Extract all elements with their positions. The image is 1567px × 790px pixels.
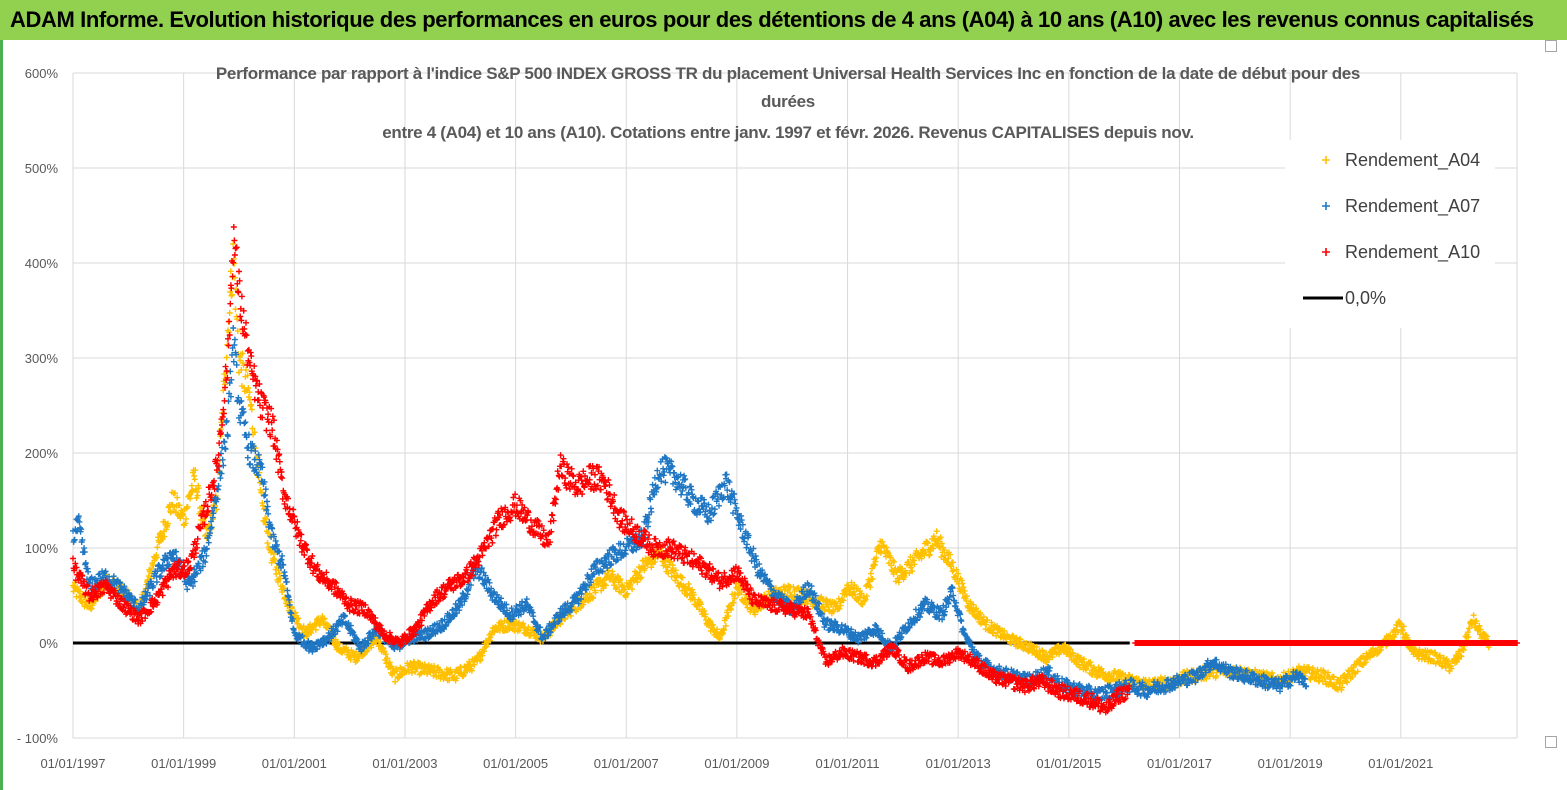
- zero-marker-points: [1132, 640, 1520, 646]
- y-tick-label: 100%: [25, 541, 59, 556]
- x-tick-label: 01/01/2021: [1368, 756, 1433, 771]
- x-tick-label: 01/01/2005: [483, 756, 548, 771]
- chart-title-line-3: entre 4 (A04) et 10 ans (A10). Cotations…: [382, 123, 1194, 142]
- legend-label: Rendement_A10: [1345, 242, 1480, 263]
- x-tick-label: 01/01/2003: [372, 756, 437, 771]
- chart-title-line-1: Performance par rapport à l'indice S&P 5…: [215, 64, 1361, 83]
- legend-swatch: [1322, 248, 1330, 256]
- y-tick-label: 300%: [25, 351, 59, 366]
- legend-swatch: [1322, 156, 1330, 164]
- series-rendement-a10-points: [70, 224, 1133, 716]
- y-tick-label: 600%: [25, 66, 59, 81]
- y-tick-label: 500%: [25, 161, 59, 176]
- x-tick-label: 01/01/2009: [704, 756, 769, 771]
- y-tick-label: 0%: [39, 636, 58, 651]
- chart-corner-handle: [1545, 736, 1557, 748]
- x-tick-label: 01/01/2007: [594, 756, 659, 771]
- x-tick-label: 01/01/2017: [1147, 756, 1212, 771]
- y-tick-label: 200%: [25, 446, 59, 461]
- y-tick-label: 400%: [25, 256, 59, 271]
- series-rendement-a04-points: [70, 241, 1492, 695]
- x-tick-label: 01/01/2011: [816, 756, 880, 771]
- legend-label: Rendement_A07: [1345, 196, 1480, 217]
- x-tick-label: 01/01/1997: [40, 756, 105, 771]
- x-tick-label: 01/01/2013: [926, 756, 991, 771]
- chart-title-line-2: durées: [761, 92, 815, 111]
- x-tick-label: 01/01/2015: [1036, 756, 1101, 771]
- legend-label: 0,0%: [1345, 288, 1386, 308]
- x-tick-label: 01/01/2019: [1258, 756, 1323, 771]
- y-tick-label: - 100%: [17, 731, 59, 746]
- legend-label: Rendement_A04: [1345, 150, 1480, 171]
- legend-swatch: [1322, 202, 1330, 210]
- chart-plot: - 100% 0% 100% 200% 300% 400% 500% 600% 01/01/19…: [17, 66, 1520, 771]
- report-banner: ADAM Informe. Evolution historique des p…: [0, 0, 1567, 40]
- x-tick-label: 01/01/1999: [151, 756, 216, 771]
- chart-frame: - 100% 0% 100% 200% 300% 400% 500% 600% 01/01/19…: [0, 40, 1567, 790]
- chart-corner-handle: [1545, 40, 1557, 52]
- x-tick-label: 01/01/2001: [262, 756, 327, 771]
